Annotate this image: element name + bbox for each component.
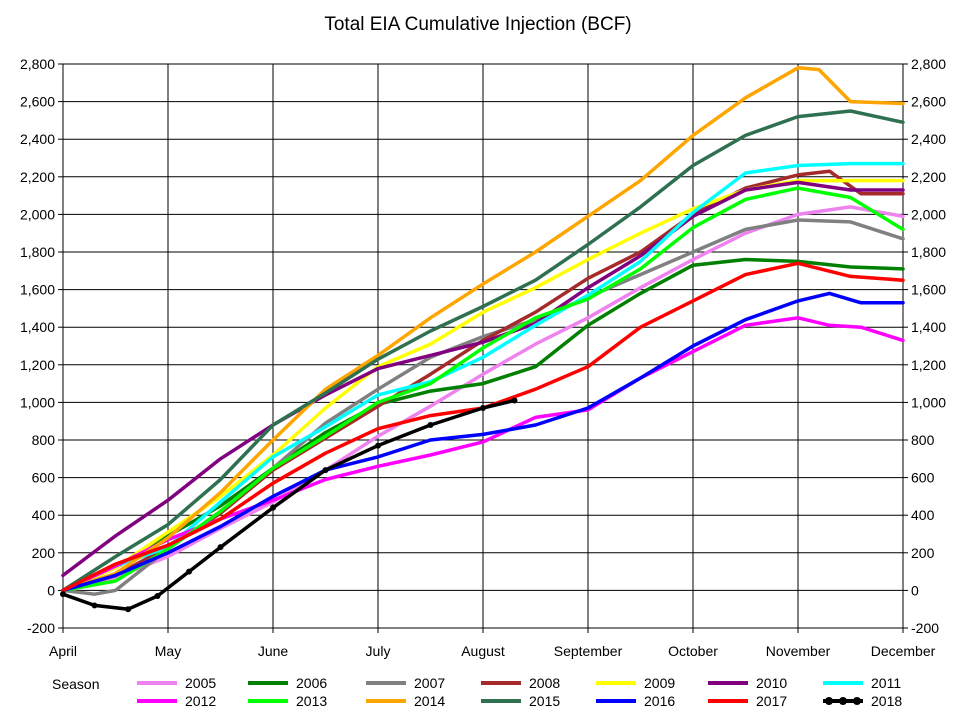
y-tick-label-right: 800	[911, 432, 935, 448]
y-tick-label-left: 2,800	[20, 56, 55, 72]
y-tick-label-left: 2,600	[20, 94, 55, 110]
y-tick-label-right: 400	[911, 507, 935, 523]
legend-label-2009: 2009	[644, 675, 675, 691]
y-tick-label-right: 1,200	[911, 357, 946, 373]
series-lines	[60, 66, 905, 613]
legend: Season 2005 2006 2007 2008 2009 2010 2011 2012 2…	[52, 675, 902, 709]
y-axis-left: -200 0 200 400 600 800 1,000 1,200 1,400 1,600 1,8…	[20, 56, 63, 636]
x-tick-label: October	[668, 643, 718, 659]
legend-label-2012: 2012	[185, 693, 216, 709]
legend-label-2007: 2007	[414, 675, 445, 691]
y-tick-label-left: 1,200	[20, 357, 55, 373]
y-tick-label-left: 800	[32, 432, 56, 448]
y-tick-label-right: 2,200	[911, 169, 946, 185]
x-tick-label: September	[554, 643, 623, 659]
y-tick-label-right: 1,400	[911, 319, 946, 335]
series-line-2014	[61, 66, 905, 593]
y-tick-label-right: 600	[911, 470, 935, 486]
y-tick-label-right: 2,000	[911, 206, 946, 222]
x-tick-label: April	[49, 643, 77, 659]
legend-label-2014: 2014	[414, 693, 445, 709]
series-point-2018	[154, 593, 161, 600]
series-line-2018	[61, 398, 517, 611]
legend-label-2017: 2017	[756, 693, 787, 709]
series-point-2018	[480, 405, 486, 412]
legend-marker-2018	[839, 697, 847, 705]
series-point-2018	[125, 606, 132, 613]
series-point-2018	[322, 467, 329, 474]
y-tick-label-right: 0	[911, 582, 919, 598]
legend-label-2015: 2015	[529, 693, 560, 709]
chart-title: Total EIA Cumulative Injection (BCF)	[324, 14, 631, 35]
y-tick-label-right: -200	[911, 620, 939, 636]
legend-label-2006: 2006	[296, 675, 327, 691]
y-tick-label-right: 1,000	[911, 394, 946, 410]
series-line-2016	[61, 291, 905, 593]
legend-marker-2018	[825, 697, 833, 705]
y-tick-label-left: 200	[32, 545, 56, 561]
x-axis: April May June July August September October No…	[49, 628, 936, 659]
y-tick-label-left: 1,600	[20, 282, 55, 298]
legend-label-2008: 2008	[529, 675, 560, 691]
series-point-2018	[91, 602, 98, 609]
x-tick-label: November	[766, 643, 831, 659]
series-point-2018	[60, 591, 66, 598]
y-tick-label-right: 2,400	[911, 131, 946, 147]
legend-label-2005: 2005	[185, 675, 216, 691]
legend-label-2016: 2016	[644, 693, 675, 709]
y-axis-right: -200 0 200 400 600 800 1,000 1,200 1,400 1,600 1,8…	[903, 56, 946, 636]
y-tick-label-left: -200	[27, 620, 55, 636]
legend-title: Season	[52, 676, 99, 692]
series-point-2018	[186, 568, 192, 575]
y-tick-label-left: 600	[32, 470, 56, 486]
y-tick-label-right: 200	[911, 545, 935, 561]
series-point-2018	[270, 504, 276, 511]
series-line-2013	[61, 186, 905, 593]
y-tick-label-left: 1,000	[20, 394, 55, 410]
y-tick-label-right: 2,800	[911, 56, 946, 72]
y-tick-label-left: 1,400	[20, 319, 55, 335]
legend-label-2011: 2011	[871, 675, 901, 691]
series-point-2018	[427, 421, 434, 428]
y-tick-label-left: 400	[32, 507, 56, 523]
y-tick-label-left: 1,800	[20, 244, 55, 260]
series-line-2015	[61, 109, 905, 593]
legend-marker-2018	[853, 697, 861, 705]
series-line-2010	[61, 180, 905, 578]
legend-label-2010: 2010	[756, 675, 787, 691]
series-point-2018	[511, 397, 518, 404]
x-tick-label: June	[258, 643, 289, 659]
series-point-2018	[217, 544, 224, 551]
y-tick-label-left: 2,000	[20, 206, 55, 222]
x-tick-label: May	[155, 643, 181, 659]
x-tick-label: August	[461, 643, 505, 659]
x-tick-label: July	[366, 643, 391, 659]
legend-label-2013: 2013	[296, 693, 327, 709]
y-tick-label-left: 0	[47, 582, 55, 598]
y-tick-label-left: 2,400	[20, 131, 55, 147]
series-point-2018	[375, 442, 381, 449]
x-tick-label: December	[871, 643, 936, 659]
y-tick-label-right: 1,600	[911, 282, 946, 298]
legend-label-2018: 2018	[871, 693, 902, 709]
y-tick-label-right: 1,800	[911, 244, 946, 260]
y-tick-label-left: 2,200	[20, 169, 55, 185]
series-line-2011	[61, 161, 905, 593]
y-tick-label-right: 2,600	[911, 94, 946, 110]
